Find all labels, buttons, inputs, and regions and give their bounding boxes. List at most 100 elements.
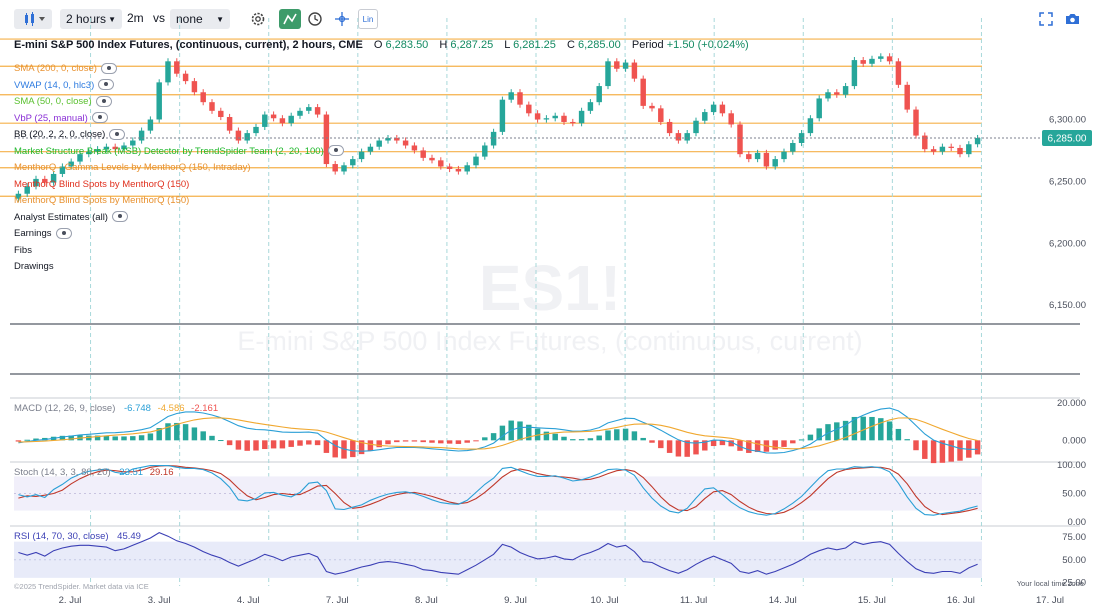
indicator-item[interactable]: Drawings bbox=[14, 260, 54, 273]
candle bbox=[94, 149, 101, 152]
eye-icon[interactable] bbox=[111, 211, 128, 223]
fullscreen-button[interactable] bbox=[1036, 9, 1056, 29]
indicator-item[interactable]: SMA (200, 0, close) bbox=[14, 62, 117, 75]
candle bbox=[490, 131, 497, 146]
candle bbox=[526, 104, 532, 114]
candle bbox=[174, 61, 180, 74]
macd-histogram-bar bbox=[534, 428, 541, 441]
date-tick-label: 14. Jul bbox=[769, 595, 797, 606]
indicator-item[interactable]: MenthorQ Blind Spots by MenthorQ (150) bbox=[14, 194, 189, 207]
date-tick-label: 11. Jul bbox=[680, 595, 707, 606]
eye-icon[interactable] bbox=[95, 95, 112, 107]
macd-histogram-bar bbox=[226, 440, 233, 446]
candle bbox=[165, 61, 171, 83]
indicator-tick-label: 50.00 bbox=[1062, 555, 1086, 566]
macd-histogram-bar bbox=[429, 440, 435, 443]
macd-histogram-bar bbox=[209, 435, 215, 441]
candle bbox=[402, 140, 409, 146]
candle bbox=[182, 73, 189, 82]
candle bbox=[552, 115, 558, 119]
interval-value: 2 hours bbox=[66, 12, 107, 26]
candle bbox=[42, 178, 48, 183]
indicator-item[interactable]: MenthorQ - Gamma Levels by MenthorQ (150… bbox=[14, 161, 251, 174]
macd-histogram-bar bbox=[526, 424, 532, 441]
candle bbox=[121, 145, 127, 150]
macd-histogram-bar bbox=[138, 435, 145, 441]
candle bbox=[147, 119, 154, 131]
indicator-tick-label: 100.00 bbox=[1057, 460, 1086, 471]
indicator-label: SMA (50, 0, close) bbox=[14, 96, 92, 107]
eye-icon[interactable] bbox=[100, 62, 117, 74]
indicator-item[interactable]: Fibs bbox=[14, 244, 32, 257]
macd-histogram-bar bbox=[622, 428, 629, 441]
high-label: H bbox=[439, 39, 448, 51]
indicator-item[interactable]: Market Structure Break (MSB) Detector by… bbox=[14, 145, 344, 158]
macd-histogram-bar bbox=[886, 421, 893, 441]
timezone-label[interactable]: Your local time zone bbox=[1017, 579, 1084, 588]
step-value[interactable]: 2m bbox=[127, 11, 144, 25]
indicator-item[interactable]: Earnings bbox=[14, 227, 72, 240]
candle bbox=[816, 98, 822, 119]
indicator-tick-label: 0.00 bbox=[1068, 517, 1087, 528]
open-label: O bbox=[373, 39, 383, 51]
macd-histogram-bar bbox=[675, 440, 682, 457]
indicator-label: Market Structure Break (MSB) Detector by… bbox=[14, 145, 324, 157]
indicator-label: Earnings bbox=[14, 228, 52, 239]
indicator-tick-label: 20.000 bbox=[1057, 398, 1086, 409]
indicator-item[interactable]: VbP (25, manual) bbox=[14, 112, 108, 125]
candle bbox=[482, 145, 488, 157]
macd-histogram-bar bbox=[587, 438, 594, 441]
crosshair-button[interactable] bbox=[331, 9, 353, 29]
candle bbox=[24, 186, 30, 194]
macd-histogram-bar bbox=[182, 424, 189, 441]
macd-histogram-bar bbox=[455, 440, 462, 444]
indicator-item[interactable]: VWAP (14, 0, hlc3) bbox=[14, 79, 115, 92]
chevron-down-icon: ▼ bbox=[108, 14, 116, 24]
indicator-label: Drawings bbox=[14, 261, 54, 272]
candle bbox=[974, 138, 981, 145]
date-tick-label: 16. Jul bbox=[947, 595, 975, 606]
candle bbox=[948, 146, 954, 148]
chart-type-button[interactable] bbox=[14, 9, 52, 29]
price-tick-label: 6,250.00 bbox=[1049, 176, 1086, 187]
date-tick-label: 3. Jul bbox=[148, 595, 171, 606]
candle bbox=[394, 138, 400, 141]
eye-icon[interactable] bbox=[327, 145, 344, 157]
scale-button[interactable]: Lin bbox=[358, 9, 378, 29]
macd-histogram-bar bbox=[367, 440, 374, 451]
macd-histogram-bar bbox=[746, 440, 752, 453]
eye-icon[interactable] bbox=[98, 79, 115, 91]
eye-icon[interactable] bbox=[91, 112, 108, 124]
candle bbox=[306, 107, 312, 111]
candle bbox=[270, 114, 277, 119]
macd-histogram-bar bbox=[15, 440, 22, 442]
indicator-item[interactable]: BB (20, 2, 2, 0, close) bbox=[14, 128, 126, 141]
macd-histogram-bar bbox=[614, 429, 620, 441]
macd-histogram-bar bbox=[86, 435, 92, 441]
macd-histogram-bar bbox=[728, 440, 734, 447]
candle bbox=[966, 144, 972, 155]
macd-histogram-bar bbox=[895, 428, 902, 441]
indicator-label: VWAP (14, 0, hlc3) bbox=[14, 79, 95, 91]
candle bbox=[913, 109, 919, 136]
compare-select[interactable]: none ▼ bbox=[170, 9, 230, 29]
candle bbox=[614, 61, 620, 69]
eye-icon[interactable] bbox=[109, 128, 126, 140]
clock-button[interactable] bbox=[304, 9, 326, 29]
eye-icon[interactable] bbox=[55, 227, 72, 239]
macd-line bbox=[18, 407, 978, 454]
macd-histogram-bar bbox=[631, 431, 638, 441]
chevron-down-icon: ▼ bbox=[216, 14, 224, 24]
indicator-label: Analyst Estimates (all) bbox=[14, 211, 108, 223]
indicator-item[interactable]: Analyst Estimates (all) bbox=[14, 211, 128, 224]
trend-button[interactable] bbox=[279, 9, 301, 29]
indicator-item[interactable]: MenthorQ Blind Spots by MenthorQ (150) bbox=[14, 178, 189, 191]
snapshot-button[interactable] bbox=[1062, 9, 1082, 29]
settings-button[interactable] bbox=[247, 9, 269, 29]
candle bbox=[86, 151, 92, 155]
macd-histogram-bar bbox=[499, 425, 506, 441]
indicator-item[interactable]: SMA (50, 0, close) bbox=[14, 95, 112, 108]
macd-histogram-bar bbox=[798, 439, 805, 441]
candle bbox=[59, 166, 66, 174]
